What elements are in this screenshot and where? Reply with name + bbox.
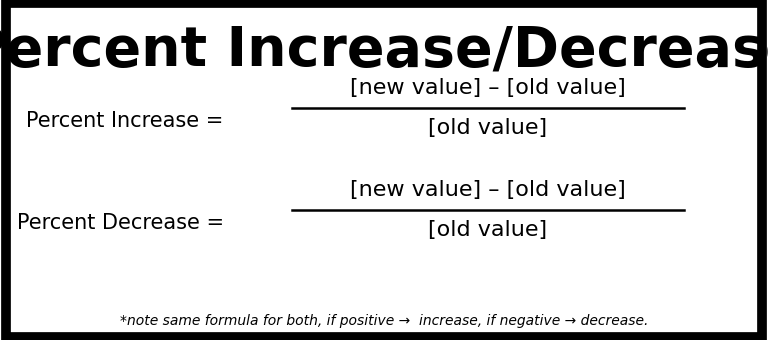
Text: [old value]: [old value] — [428, 118, 548, 138]
Text: Percent Increase/Decrease: Percent Increase/Decrease — [0, 24, 768, 78]
Text: Percent Increase =: Percent Increase = — [26, 111, 230, 131]
FancyBboxPatch shape — [6, 3, 762, 337]
Text: [new value] – [old value]: [new value] – [old value] — [349, 79, 626, 98]
Text: Percent Decrease =: Percent Decrease = — [17, 213, 230, 233]
Text: [old value]: [old value] — [428, 220, 548, 240]
Text: *note same formula for both, if positive →  increase, if negative → decrease.: *note same formula for both, if positive… — [120, 314, 648, 328]
Text: [new value] – [old value]: [new value] – [old value] — [349, 181, 626, 200]
